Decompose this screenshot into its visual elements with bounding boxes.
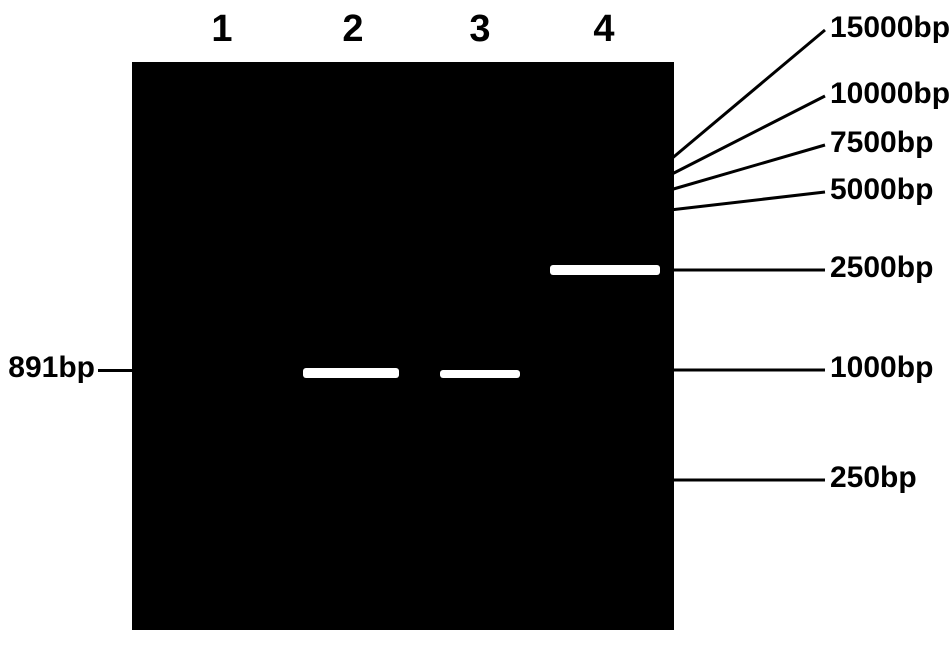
ladder-line-10000bp: [670, 96, 825, 175]
band-lane-2: [303, 368, 399, 378]
ladder-label-1000bp: 1000bp: [830, 351, 933, 385]
left-marker-line: [98, 369, 160, 372]
band-lane-4: [550, 265, 660, 275]
lane-label-2: 2: [342, 8, 363, 51]
ladder-label-2500bp: 2500bp: [830, 251, 933, 285]
lane-label-3: 3: [469, 8, 490, 51]
lane-label-4: 4: [593, 8, 614, 51]
ladder-label-15000bp: 15000bp: [830, 11, 950, 45]
ladder-line-15000bp: [670, 30, 825, 160]
ladder-label-5000bp: 5000bp: [830, 173, 933, 207]
left-marker-label: 891bp: [8, 351, 95, 385]
band-lane-3: [440, 370, 520, 378]
gel-box: [132, 62, 674, 630]
ladder-label-7500bp: 7500bp: [830, 126, 933, 160]
ladder-line-7500bp: [670, 145, 825, 190]
ladder-line-5000bp: [670, 192, 825, 210]
ladder-label-10000bp: 10000bp: [830, 77, 950, 111]
ladder-label-250bp: 250bp: [830, 461, 917, 495]
gel-figure: 1 2 3 4 891bp 15000bp 10000bp 7500bp 5000bp 250…: [0, 0, 950, 645]
lane-label-1: 1: [211, 8, 232, 51]
